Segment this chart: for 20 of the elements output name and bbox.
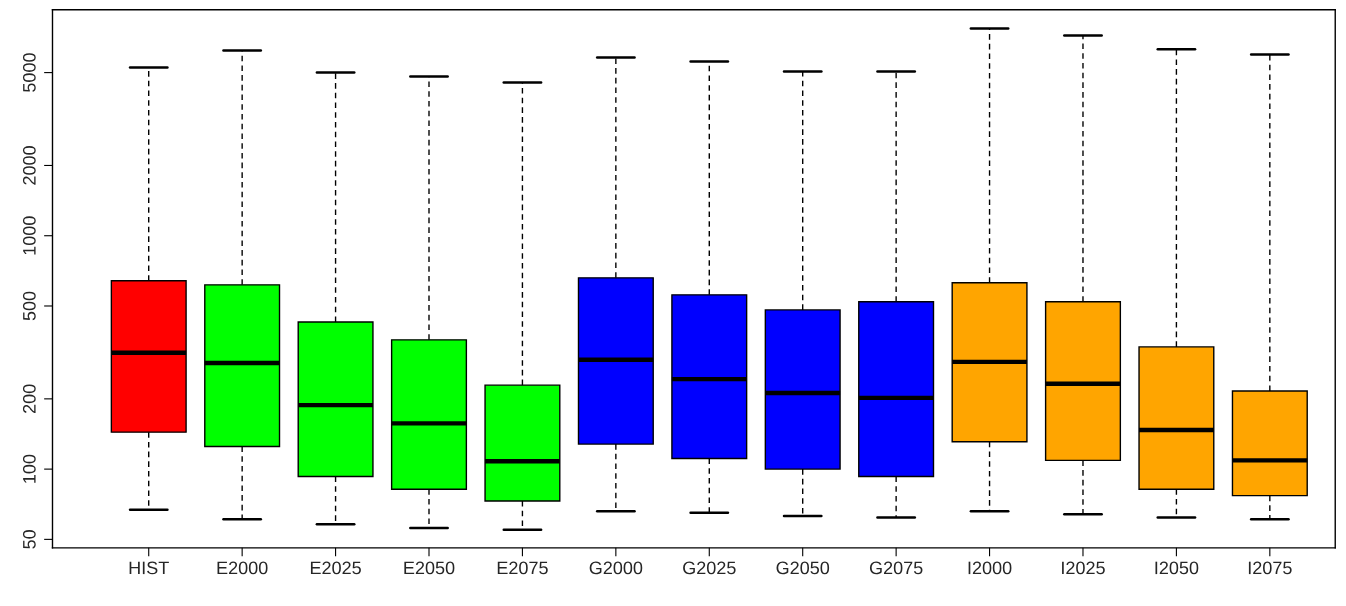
- x-tick-label: HIST: [129, 561, 169, 575]
- x-tick-label: G2000: [589, 561, 643, 575]
- x-tick-label: I2050: [1155, 561, 1199, 575]
- x-tick-label: E2075: [497, 561, 548, 575]
- y-tick-label: 2000: [22, 146, 36, 185]
- x-tick-label: G2075: [869, 561, 923, 575]
- y-tick-label: 200: [22, 384, 36, 414]
- x-tick-label: I2000: [968, 561, 1012, 575]
- x-tick-label: G2050: [776, 561, 830, 575]
- x-tick-label: E2000: [217, 561, 268, 575]
- y-tick-label: 100: [22, 454, 36, 483]
- x-tick-label: E2025: [310, 561, 361, 575]
- x-tick-label: E2050: [404, 561, 455, 575]
- y-tick-label: 1000: [22, 216, 36, 255]
- x-tick-label: I2025: [1062, 561, 1105, 575]
- y-tick-label: 50: [22, 530, 36, 549]
- x-tick-label: G2025: [683, 561, 736, 575]
- x-tick-label: I2075: [1248, 561, 1292, 575]
- y-tick-label: 500: [22, 291, 36, 321]
- y-tick-label: 5000: [22, 53, 36, 92]
